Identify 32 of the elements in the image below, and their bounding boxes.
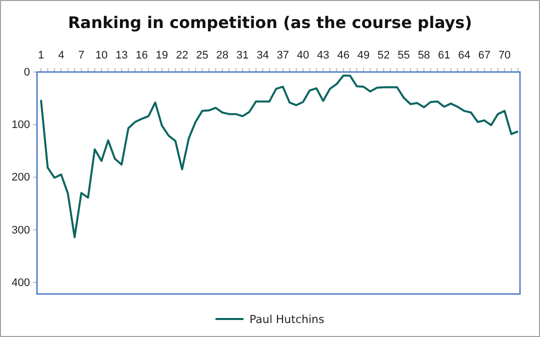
x-tick-label: 16 [136,49,148,62]
line-series [40,74,519,238]
x-tick-label: 28 [216,49,229,62]
x-tick-label: 37 [276,49,289,62]
x-tick-label: 52 [378,49,390,62]
x-tick-label: 58 [418,49,430,62]
y-tick-label: 0 [24,66,30,79]
x-tick-label: 31 [236,49,249,62]
y-tick-label: 200 [12,172,30,184]
x-tick-label: 10 [95,49,108,62]
x-tick-label: 7 [78,49,84,62]
x-tick-label: 70 [498,49,511,62]
y-tick-label: 400 [12,276,30,289]
x-tick-label: 46 [337,49,350,62]
x-tick-label: 4 [58,49,64,62]
x-tick-label: 61 [438,49,450,62]
x-tick-label: 40 [296,49,310,62]
x-tick-label: 13 [115,49,128,62]
x-tick-label: 25 [196,49,208,62]
x-tick-label: 55 [398,49,410,62]
x-tick-label: 19 [156,49,168,62]
chart-title: Ranking in competition (as the course plays) [68,13,472,32]
y-tick-label: 300 [12,224,30,236]
x-tick-label: 64 [458,49,470,62]
x-tick-label: 43 [317,49,330,62]
x-tick-label: 1 [38,49,44,62]
x-tick-label: 49 [357,49,370,62]
x-tick-label: 67 [478,49,491,62]
x-tick-label: 22 [176,49,188,62]
legend-label: Paul Hutchins [249,313,325,326]
x-tick-label: 34 [256,49,269,62]
y-tick-label: 100 [12,119,30,132]
